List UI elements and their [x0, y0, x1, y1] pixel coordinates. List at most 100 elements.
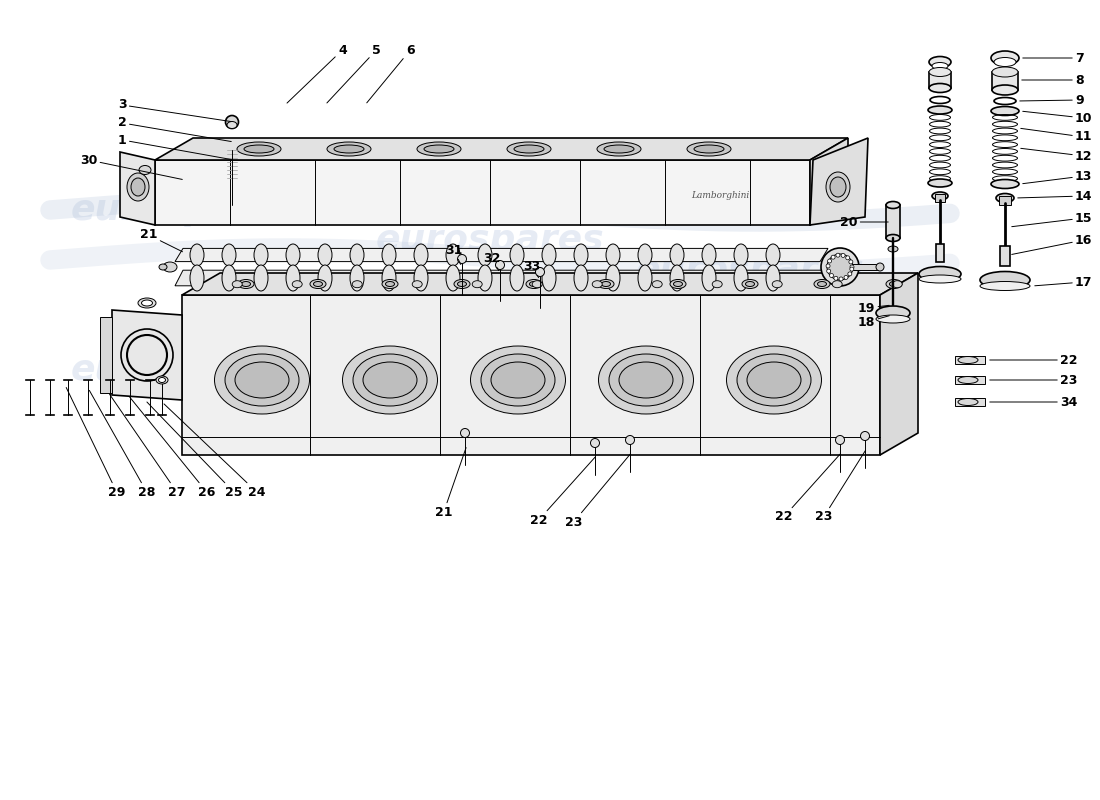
Text: eurospares: eurospares: [70, 193, 299, 227]
Ellipse shape: [352, 281, 362, 288]
Polygon shape: [930, 72, 952, 88]
Ellipse shape: [734, 244, 748, 266]
Ellipse shape: [850, 265, 854, 269]
Ellipse shape: [158, 378, 165, 382]
Ellipse shape: [747, 362, 801, 398]
Text: 21: 21: [434, 448, 466, 518]
Ellipse shape: [737, 354, 811, 406]
Ellipse shape: [163, 262, 177, 272]
Ellipse shape: [156, 376, 168, 384]
Ellipse shape: [478, 244, 492, 266]
Ellipse shape: [286, 244, 300, 266]
Ellipse shape: [414, 244, 428, 266]
Text: 19: 19: [858, 302, 889, 314]
Ellipse shape: [766, 244, 780, 266]
Polygon shape: [992, 72, 1018, 90]
Ellipse shape: [958, 377, 978, 383]
Ellipse shape: [363, 362, 417, 398]
Ellipse shape: [226, 115, 239, 129]
Ellipse shape: [385, 282, 395, 286]
Text: 28: 28: [89, 390, 155, 498]
Text: 14: 14: [1018, 190, 1092, 202]
Ellipse shape: [876, 306, 910, 320]
Ellipse shape: [606, 244, 620, 266]
Ellipse shape: [542, 265, 556, 291]
Ellipse shape: [830, 177, 846, 197]
Ellipse shape: [876, 263, 884, 271]
Ellipse shape: [928, 179, 952, 187]
Ellipse shape: [131, 178, 145, 196]
Ellipse shape: [832, 255, 835, 259]
Ellipse shape: [932, 192, 948, 200]
Ellipse shape: [670, 265, 684, 291]
Ellipse shape: [827, 259, 832, 263]
Polygon shape: [955, 376, 984, 384]
Ellipse shape: [850, 267, 854, 271]
Text: eurospares: eurospares: [376, 223, 604, 257]
Ellipse shape: [991, 51, 1019, 65]
Ellipse shape: [139, 166, 151, 174]
Ellipse shape: [734, 265, 748, 291]
Polygon shape: [155, 160, 810, 225]
Ellipse shape: [254, 244, 268, 266]
Ellipse shape: [526, 279, 542, 289]
Ellipse shape: [138, 298, 156, 308]
Ellipse shape: [609, 354, 683, 406]
Ellipse shape: [472, 281, 482, 288]
Text: 13: 13: [1023, 170, 1092, 184]
Polygon shape: [182, 295, 880, 455]
Polygon shape: [810, 138, 868, 225]
Ellipse shape: [412, 281, 422, 288]
Ellipse shape: [598, 279, 614, 289]
Ellipse shape: [236, 142, 280, 156]
Ellipse shape: [495, 261, 505, 270]
Ellipse shape: [638, 244, 652, 266]
Text: 2: 2: [118, 117, 231, 142]
Text: 33: 33: [522, 259, 540, 278]
Ellipse shape: [626, 435, 635, 445]
Polygon shape: [182, 273, 918, 295]
Ellipse shape: [382, 244, 396, 266]
Text: 23: 23: [990, 374, 1077, 386]
Ellipse shape: [532, 281, 542, 288]
Ellipse shape: [160, 264, 167, 270]
Ellipse shape: [529, 282, 539, 286]
Text: 6: 6: [366, 43, 415, 103]
Ellipse shape: [232, 281, 242, 288]
Ellipse shape: [702, 265, 716, 291]
Polygon shape: [999, 196, 1011, 205]
Text: 23: 23: [815, 450, 866, 523]
Ellipse shape: [574, 244, 589, 266]
Text: 22: 22: [990, 354, 1078, 366]
Ellipse shape: [827, 254, 853, 280]
Ellipse shape: [491, 362, 544, 398]
Polygon shape: [936, 244, 944, 262]
Ellipse shape: [829, 274, 834, 278]
Ellipse shape: [742, 279, 758, 289]
Text: 4: 4: [287, 43, 346, 103]
Ellipse shape: [992, 67, 1018, 77]
Ellipse shape: [886, 234, 900, 242]
Text: 9: 9: [1020, 94, 1084, 106]
Text: 32: 32: [483, 251, 500, 270]
Ellipse shape: [888, 246, 898, 252]
Ellipse shape: [839, 277, 843, 281]
Ellipse shape: [826, 264, 830, 268]
Text: eurospares: eurospares: [376, 373, 604, 407]
Ellipse shape: [481, 354, 556, 406]
Text: 26: 26: [130, 397, 216, 498]
Ellipse shape: [350, 244, 364, 266]
Text: 24: 24: [164, 404, 265, 498]
Ellipse shape: [126, 173, 148, 201]
Ellipse shape: [814, 279, 830, 289]
Ellipse shape: [314, 282, 322, 286]
Ellipse shape: [542, 244, 556, 266]
Ellipse shape: [310, 279, 326, 289]
Ellipse shape: [592, 281, 602, 288]
Ellipse shape: [254, 265, 268, 291]
Text: 7: 7: [1023, 51, 1084, 65]
Text: 22: 22: [776, 454, 840, 523]
Ellipse shape: [244, 145, 274, 153]
Text: 23: 23: [565, 454, 630, 529]
Ellipse shape: [712, 281, 723, 288]
